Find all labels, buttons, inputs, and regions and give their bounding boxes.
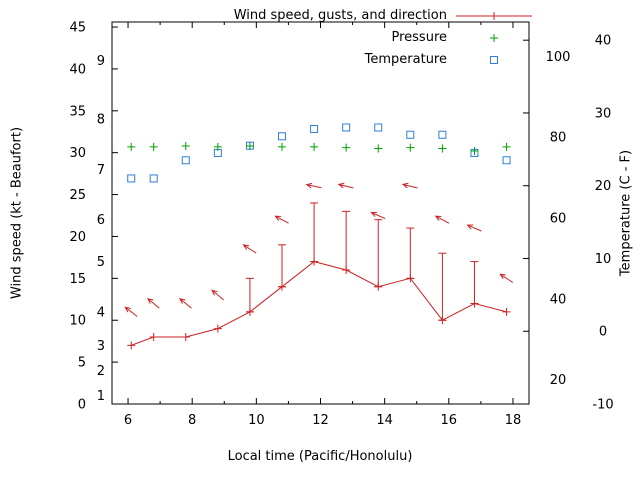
temperature-marker	[310, 124, 319, 133]
x-tick-label: 14	[376, 413, 393, 428]
pressure-marker	[278, 142, 287, 151]
temperature-marker	[438, 130, 447, 139]
temperature-marker	[342, 123, 351, 132]
pressure-marker	[245, 141, 254, 150]
wind-direction-arrow	[124, 306, 138, 317]
temperature-marker	[502, 156, 511, 165]
wind-speed-point	[310, 257, 319, 266]
temperature-marker	[181, 156, 190, 165]
y-left-tick-label: 15	[69, 272, 86, 287]
pressure-marker	[310, 142, 319, 151]
wind-speed-point	[438, 316, 447, 325]
pressure-marker	[342, 143, 351, 152]
y-right-axis-title: Temperature (C - F)	[618, 149, 634, 277]
beaufort-scale-label: 8	[97, 113, 105, 128]
wind-direction-arrow	[274, 215, 289, 224]
fahrenheit-scale-label: 100	[546, 50, 571, 65]
fahrenheit-scale-label: 40	[550, 292, 567, 307]
temperature-marker	[149, 174, 158, 183]
wind-direction-arrow	[466, 224, 482, 232]
pressure-marker	[470, 147, 479, 156]
beaufort-scale-label: 2	[97, 364, 105, 379]
wind-direction-arrow	[401, 182, 418, 189]
pressure-marker	[213, 142, 222, 151]
legend-label-temperature: Temperature	[364, 52, 447, 67]
beaufort-scale-label: 6	[97, 213, 105, 228]
wind-speed-line	[131, 261, 507, 346]
y-right-tick-label: 40	[595, 34, 612, 49]
beaufort-scale-label: 9	[97, 54, 105, 69]
wind-speed-point	[213, 324, 222, 333]
x-tick-label: 18	[505, 413, 522, 428]
wind-speed-point	[342, 265, 351, 274]
temperature-marker	[406, 130, 415, 139]
beaufort-scale-label: 3	[97, 339, 105, 354]
pressure-marker	[149, 142, 158, 151]
x-tick-label: 12	[312, 413, 329, 428]
plot-border	[111, 21, 530, 405]
wind-speed-point	[278, 282, 287, 291]
wind-direction-arrow	[370, 211, 386, 220]
wind-speed-point	[470, 299, 479, 308]
y-left-tick-label: 40	[69, 62, 86, 77]
wind-direction-arrow	[434, 215, 450, 224]
y-left-tick-label: 20	[69, 230, 86, 245]
wind-direction-arrow	[179, 297, 192, 309]
temperature-marker	[278, 132, 287, 141]
fahrenheit-scale-label: 60	[550, 212, 567, 227]
x-tick-label: 16	[441, 413, 458, 428]
beaufort-scale-label: 5	[97, 255, 105, 270]
wind-speed-point	[181, 332, 190, 341]
fahrenheit-scale-label: 80	[550, 131, 567, 146]
y-left-tick-label: 45	[69, 21, 86, 36]
wind-direction-arrow	[499, 273, 514, 283]
wind-direction-arrow	[147, 297, 160, 309]
y-left-tick-label: 10	[69, 314, 86, 329]
wind-speed-point	[374, 282, 383, 291]
beaufort-scale-label: 1	[97, 389, 105, 404]
wind-direction-arrow	[337, 182, 354, 189]
wind-speed-point	[406, 274, 415, 283]
wind-direction-arrow	[242, 244, 257, 254]
y-left-tick-label: 35	[69, 104, 86, 119]
legend-sample-wind-point	[490, 12, 498, 20]
beaufort-scale-label: 7	[97, 163, 105, 178]
wind-speed-point	[245, 307, 254, 316]
y-left-tick-label: 5	[78, 356, 86, 371]
wind-speed-point	[127, 341, 136, 350]
y-left-tick-label: 25	[69, 188, 86, 203]
x-tick-label: 8	[188, 413, 196, 428]
pressure-marker	[502, 142, 511, 151]
wind-speed-point	[149, 332, 158, 341]
wind-direction-arrow	[305, 182, 322, 189]
x-tick-label: 6	[124, 413, 132, 428]
temperature-marker	[374, 123, 383, 132]
y-right-tick-label: 20	[595, 179, 612, 194]
x-axis-title: Local time (Pacific/Honolulu)	[227, 449, 413, 464]
legend-label-pressure: Pressure	[391, 30, 447, 45]
y-right-tick-label: 0	[599, 325, 607, 340]
y-right-tick-label: 10	[595, 252, 612, 267]
y-right-tick-label: 30	[595, 106, 612, 121]
y-left-tick-label: 0	[78, 398, 86, 413]
pressure-marker	[181, 141, 190, 150]
x-tick-label: 10	[248, 413, 265, 428]
beaufort-scale-label: 4	[97, 305, 105, 320]
legend-sample-pressure-marker	[490, 34, 498, 42]
pressure-marker	[127, 142, 136, 151]
fahrenheit-scale-label: 20	[550, 373, 567, 388]
y-left-axis-title: Wind speed (kt - Beaufort)	[9, 126, 25, 300]
y-left-tick-label: 30	[69, 146, 86, 161]
wind-direction-arrow	[211, 289, 224, 301]
pressure-marker	[438, 144, 447, 153]
legend-sample-temperature-marker	[490, 56, 498, 64]
y-right-tick-label: -10	[592, 398, 613, 413]
legend-label-wind: Wind speed, gusts, and direction	[233, 8, 447, 23]
pressure-marker	[374, 144, 383, 153]
wind-speed-point	[502, 307, 511, 316]
pressure-marker	[406, 143, 415, 152]
temperature-marker	[127, 174, 136, 183]
